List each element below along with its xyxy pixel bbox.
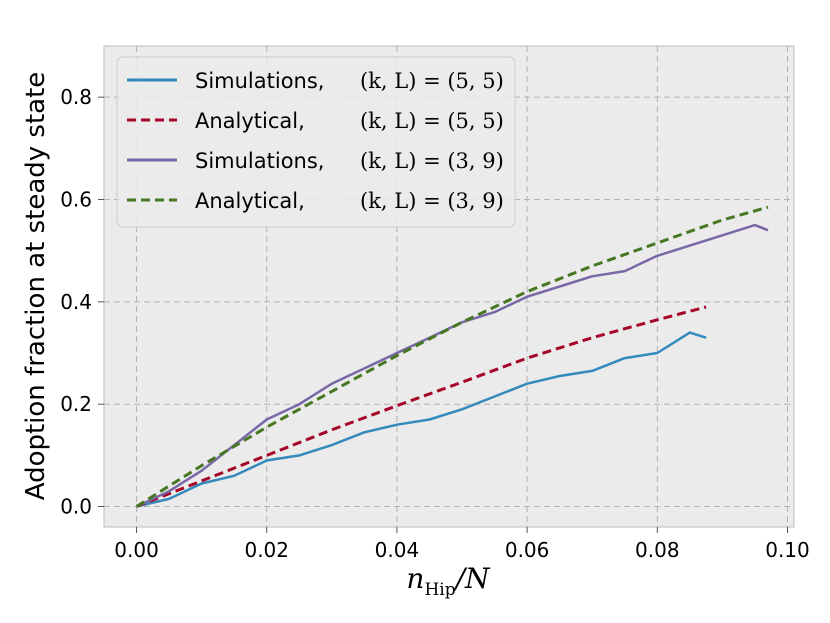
series-line-3 (135, 223, 769, 508)
legend-math-2: (k, L) = (5, 5) (360, 109, 504, 133)
y-axis-title: Adoption fraction at steady state (21, 72, 51, 501)
legend-label-3: Simulations, (195, 149, 324, 173)
series-line-1 (136, 331, 707, 508)
x-axis-title-sub: Hip (424, 580, 455, 600)
x-axis-ticks: 0.00 0.02 0.04 0.06 0.08 0.10 (114, 527, 810, 562)
y-tick-label: 0.6 (60, 188, 92, 212)
legend: Simulations, (k, L) = (5, 5) Analytical, (k… (116, 56, 516, 228)
legend-math-1: (k, L) = (5, 5) (360, 69, 504, 93)
x-tick-label: 0.04 (375, 538, 420, 562)
y-tick-label: 0.0 (60, 495, 92, 519)
x-tick-label: 0.00 (114, 538, 159, 562)
series-line-2 (135, 305, 707, 508)
y-tick-label: 0.8 (60, 85, 92, 109)
legend-label-1: Simulations, (195, 69, 324, 93)
x-axis-title-tail: /N (453, 562, 491, 595)
x-tick-label: 0.06 (505, 538, 550, 562)
legend-box (116, 56, 516, 228)
x-axis-title-main: n (406, 562, 424, 595)
x-axis-title: nHip/N (406, 562, 491, 600)
legend-label-4: Analytical, (195, 189, 305, 213)
legend-math-3: (k, L) = (3, 9) (360, 149, 504, 173)
x-tick-label: 0.08 (635, 538, 680, 562)
series-line-4 (135, 205, 769, 508)
x-tick-label: 0.10 (765, 538, 810, 562)
legend-label-2: Analytical, (195, 109, 305, 133)
y-axis-ticks: 0.0 0.2 0.4 0.6 0.8 (60, 85, 104, 519)
y-tick-label: 0.4 (60, 290, 92, 314)
y-tick-label: 0.2 (60, 392, 92, 416)
legend-math-4: (k, L) = (3, 9) (360, 189, 504, 213)
series-layer (135, 205, 769, 508)
x-tick-label: 0.02 (244, 538, 289, 562)
